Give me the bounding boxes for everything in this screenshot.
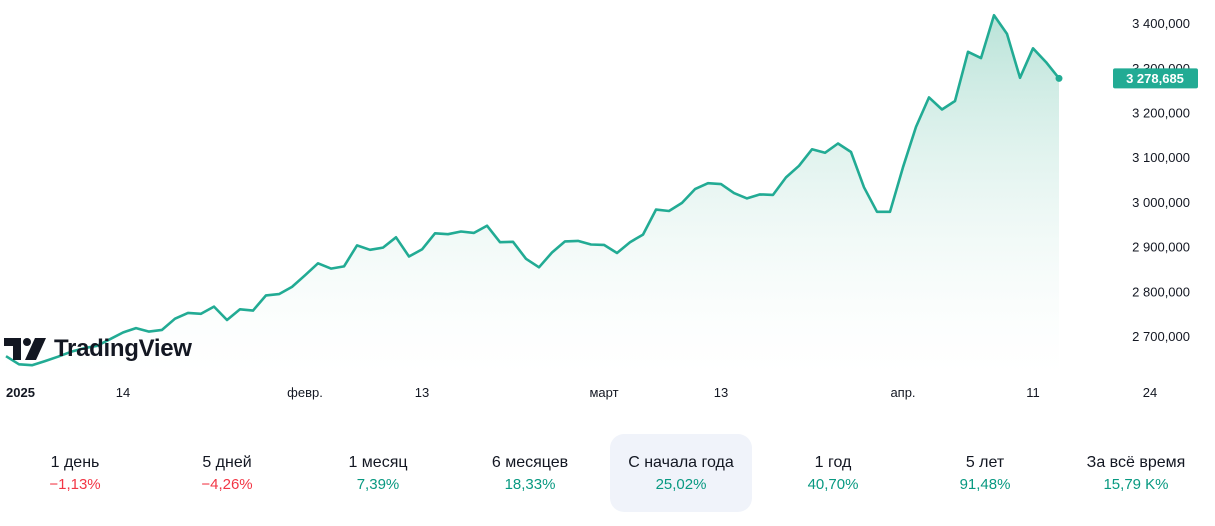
period-change: 25,02% [655,476,707,493]
period-label: 5 лет [965,454,1005,471]
period-label: 1 месяц [348,454,408,471]
y-tick-label: 3 400,000 [1132,16,1190,31]
period-change: 91,48% [959,476,1011,493]
period-change: 15,79 K% [1103,476,1169,493]
price-area [6,15,1059,375]
x-tick-label: 13 [415,385,429,400]
period-button[interactable]: За всё время 15,79 K% [1065,434,1207,512]
period-change: 7,39% [356,476,400,493]
period-label: 5 дней [202,454,252,471]
period-label: За всё время [1086,454,1186,471]
period-label: С начала года [628,454,734,471]
y-tick-label: 3 200,000 [1132,106,1190,121]
x-tick-label: 14 [116,385,130,400]
last-price-dot [1055,74,1063,82]
last-price-label: 3 278,685 [1126,71,1184,86]
period-label: 1 год [814,454,852,471]
last-value: 3 278,685 [1055,68,1198,89]
last-price-badge [1113,68,1198,89]
period-change: −4,26% [201,476,253,493]
price-line [5,13,1061,367]
x-tick-label: 2025 [6,385,35,400]
y-tick-label: 2 800,000 [1132,284,1190,299]
x-tick-label: февр. [287,385,323,400]
period-change: 18,33% [504,476,556,493]
price-series-line [5,13,1061,367]
period-label: 6 месяцев [491,454,569,471]
y-tick-label: 2 700,000 [1132,329,1190,344]
tradingview-logo: TradingView [4,334,192,364]
x-tick-label: 11 [1026,385,1040,400]
price-area-fill [6,15,1059,375]
period-button[interactable]: 5 дней −4,26% [156,434,298,512]
y-tick-label: 3 000,000 [1132,195,1190,210]
x-tick-label: апр. [890,385,915,400]
y-tick-label: 3 100,000 [1132,150,1190,165]
x-tick-label: март [589,385,618,400]
x-axis: 2025 14 февр. 13 март 13 апр. 11 24 [6,385,1157,400]
period-label: 1 день [50,454,100,471]
tradingview-logo-text: TradingView [54,335,192,362]
y-tick-label: 2 900,000 [1132,240,1190,255]
period-performance-bar: 1 день −1,13% 5 дней −4,26% 1 месяц 7,39% 6 ме… [0,434,1215,514]
period-button[interactable]: 1 день −1,13% [4,434,146,512]
period-button[interactable]: 1 год 40,70% [762,434,904,512]
period-button[interactable]: 6 месяцев 18,33% [459,434,601,512]
tradingview-logo-icon [4,338,46,360]
period-button[interactable]: С начала года 25,02% [610,434,752,512]
x-tick-label: 24 [1143,385,1157,400]
period-change: −1,13% [49,476,101,493]
period-button[interactable]: 5 лет 91,48% [914,434,1056,512]
period-button[interactable]: 1 месяц 7,39% [307,434,449,512]
x-tick-label: 13 [714,385,728,400]
period-change: 40,70% [807,476,859,493]
